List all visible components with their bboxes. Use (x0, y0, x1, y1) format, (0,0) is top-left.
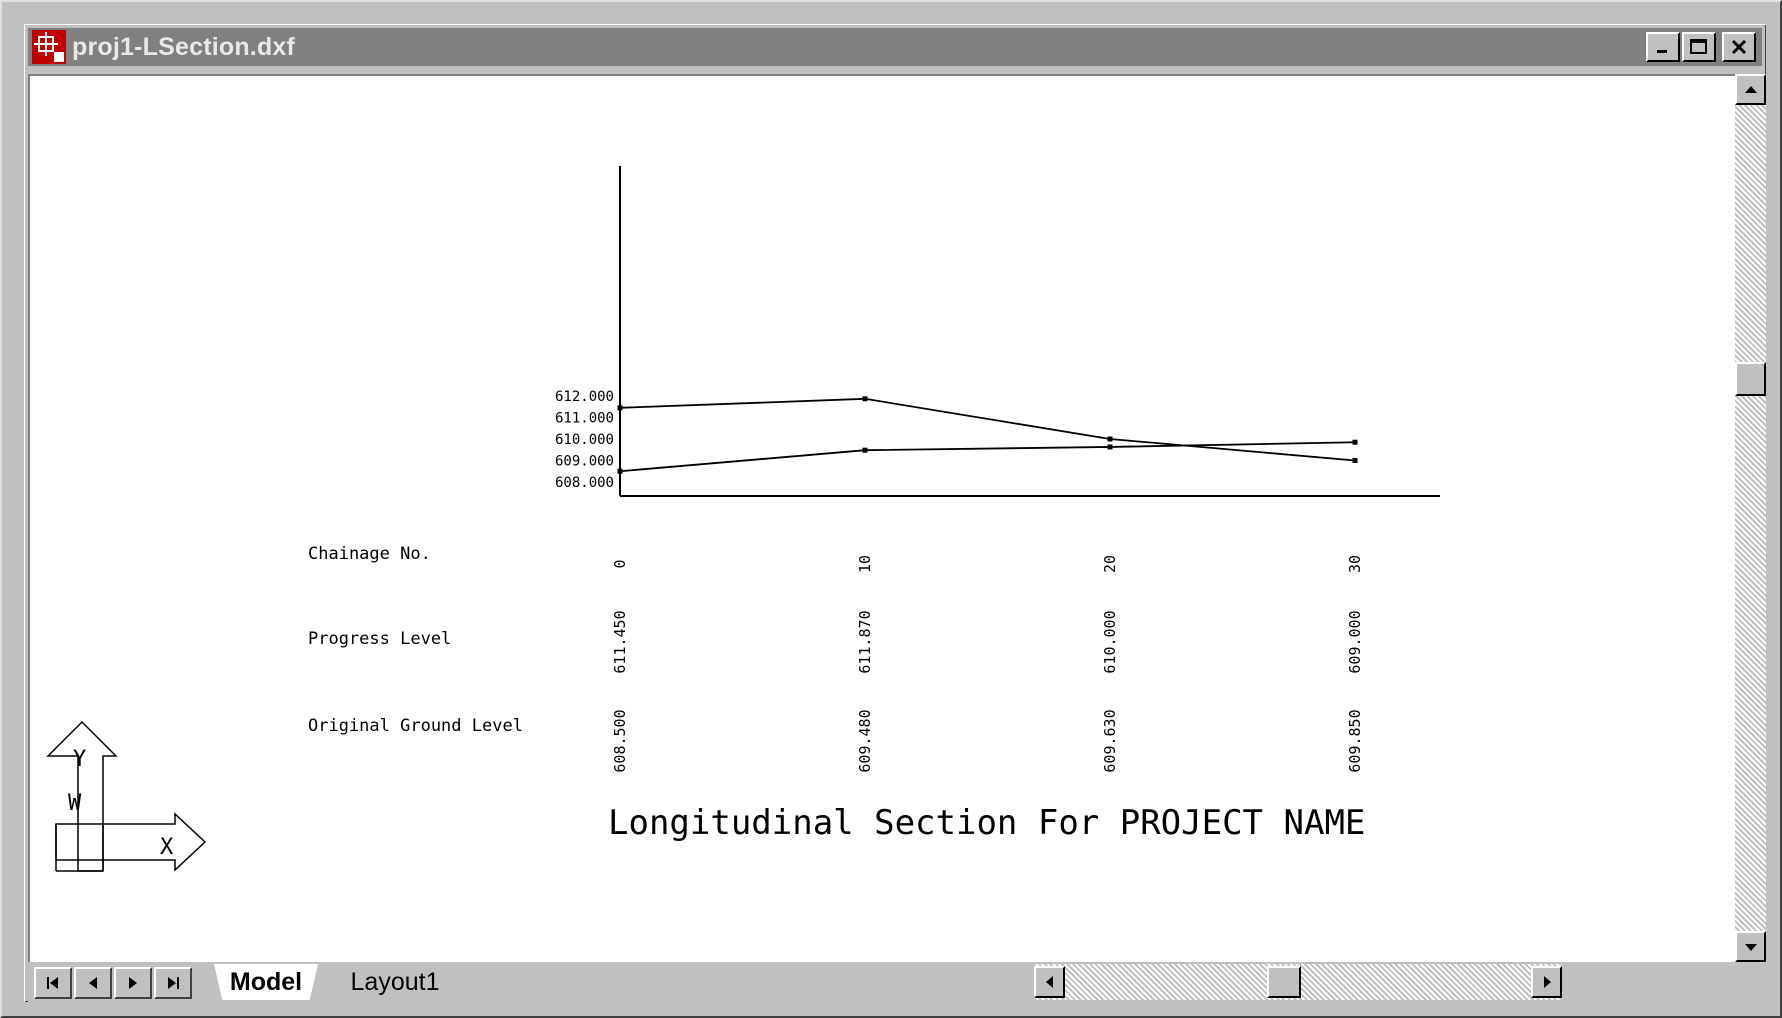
tab-model[interactable]: Model (214, 964, 318, 1000)
window-title: proj1-LSection.dxf (72, 32, 296, 61)
ucs-w-label: W (68, 791, 82, 816)
close-icon (1731, 39, 1747, 55)
horizontal-scroll-thumb[interactable] (1267, 966, 1301, 998)
drawing-title: Longitudinal Section For PROJECT NAME (608, 803, 1365, 843)
prev-tab-icon (89, 977, 97, 989)
scroll-left-button[interactable] (1034, 966, 1065, 998)
minimize-button[interactable] (1646, 32, 1680, 62)
y-tick-label: 612.000 (555, 389, 614, 405)
y-tick-label: 608.000 (555, 475, 614, 491)
ucs-y-label: Y (73, 747, 86, 772)
scroll-right-icon (1543, 976, 1551, 988)
first-tab-icon (47, 977, 58, 989)
scroll-right-button[interactable] (1531, 966, 1562, 998)
chainage-value: 20 (1101, 555, 1119, 573)
progress-level-line (619, 397, 1356, 462)
prev-tab-button[interactable] (74, 967, 112, 999)
data-point (862, 447, 868, 453)
horizontal-scrollbar[interactable] (1034, 964, 1562, 1000)
ground-level-value: 609.630 (1101, 709, 1119, 772)
ucs-x-label: X (160, 835, 174, 860)
y-tick-label: 610.000 (555, 432, 614, 448)
progress-level-value: 609.000 (1346, 610, 1364, 673)
data-point (862, 396, 868, 402)
ground-level-value: 609.480 (856, 709, 874, 772)
row-label-chainage: Chainage No. (308, 544, 431, 564)
maximize-button[interactable] (1682, 32, 1716, 62)
progress-level-value: 611.450 (611, 610, 629, 673)
scroll-up-icon (1744, 85, 1757, 93)
data-point (617, 405, 623, 411)
y-tick-label: 609.000 (555, 454, 614, 470)
first-tab-button[interactable] (34, 967, 72, 999)
tab-layout1-label: Layout1 (350, 967, 440, 996)
maximize-icon (1690, 39, 1707, 54)
data-point (1107, 436, 1113, 442)
tab-layout1[interactable]: Layout1 (324, 964, 466, 1000)
scroll-down-icon (1744, 943, 1757, 951)
scroll-left-icon (1045, 976, 1053, 988)
drawing-window: proj1-LSection.dxf 612.000 611.000 610.000… (22, 22, 1768, 1004)
model-space-canvas[interactable]: 612.000 611.000 610.000 609.000 608.000 0 10 2… (28, 74, 1735, 962)
vertical-scroll-thumb[interactable] (1735, 362, 1766, 396)
title-bar[interactable]: proj1-LSection.dxf (28, 28, 1762, 66)
ground-level-value: 609.850 (1346, 709, 1364, 772)
minimize-icon (1657, 50, 1667, 53)
tab-model-label: Model (229, 967, 303, 996)
progress-level-value: 610.000 (1101, 610, 1119, 673)
data-point (617, 468, 623, 474)
app-icon (32, 30, 66, 64)
layout-tab-bar: Model Layout1 (28, 962, 1766, 1002)
data-point (1352, 439, 1358, 445)
chainage-value: 0 (611, 559, 629, 568)
scroll-down-button[interactable] (1735, 931, 1766, 962)
data-point (1107, 444, 1113, 450)
ucs-icon (46, 720, 207, 872)
y-tick-label: 611.000 (555, 411, 614, 427)
ground-level-line (619, 441, 1356, 473)
close-button[interactable] (1722, 32, 1756, 62)
chainage-value: 10 (856, 555, 874, 573)
last-tab-icon (168, 977, 179, 989)
data-point (1352, 458, 1358, 463)
row-label-ground: Original Ground Level (308, 716, 523, 736)
progress-level-value: 611.870 (856, 610, 874, 673)
row-label-progress: Progress Level (308, 629, 451, 649)
chainage-value: 30 (1346, 555, 1364, 573)
ground-level-value: 608.500 (611, 709, 629, 772)
next-tab-button[interactable] (114, 967, 152, 999)
scroll-up-button[interactable] (1735, 74, 1766, 105)
vertical-scrollbar[interactable] (1735, 74, 1766, 962)
last-tab-button[interactable] (154, 967, 192, 999)
drawing-svg: 612.000 611.000 610.000 609.000 608.000 0 10 2… (46, 166, 1440, 872)
next-tab-icon (129, 977, 137, 989)
